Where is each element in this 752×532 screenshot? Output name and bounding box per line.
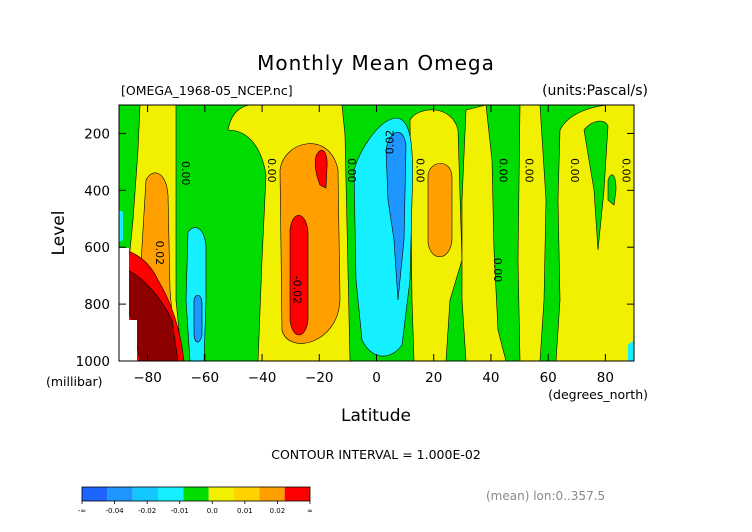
legend-label: -0.02 [138, 507, 156, 515]
legend-swatch [259, 487, 285, 501]
contour-yellow-north-east [555, 105, 634, 361]
y-tick-label: 400 [84, 183, 110, 199]
legend-swatch [132, 487, 158, 501]
x-tick-label: −20 [305, 370, 334, 386]
contour-label: 0.00 [179, 161, 192, 186]
legend-label: 0.02 [270, 507, 286, 515]
contour-label: 0.00 [265, 158, 278, 183]
contour-label: 0.00 [620, 158, 633, 183]
y-tick-label: 800 [84, 297, 110, 313]
y-axis-title: Level [49, 211, 69, 256]
y-axis: 200 400 600 800 1000 [76, 126, 634, 370]
contour-red-lower [289, 214, 309, 336]
x-axis-unit: (degrees_north) [548, 387, 648, 402]
color-legend: -∞ -0.04 -0.02 -0.01 0.0 0.01 0.02 ∞ [78, 486, 313, 515]
plot-area [119, 105, 634, 361]
contour-yellow-northern-band [517, 105, 547, 361]
contour-label: 0.00 [491, 258, 504, 283]
legend-swatch [183, 487, 209, 501]
x-tick-label: −40 [248, 370, 277, 386]
legend-swatch [107, 487, 133, 501]
legend-label: -0.04 [106, 507, 125, 515]
contour-cyan-edge-right [628, 340, 634, 361]
x-tick-label: 80 [597, 370, 614, 386]
legend-label: 0.01 [237, 507, 253, 515]
x-axis-title: Latitude [341, 406, 411, 426]
y-tick-label: 600 [84, 240, 110, 256]
legend-swatch [208, 487, 234, 501]
y-tick-label: 200 [84, 126, 110, 142]
x-tick-label: 20 [425, 370, 442, 386]
contour-orange-southern-mid [279, 143, 341, 344]
contour-interval-text: CONTOUR INTERVAL = 1.000E-02 [271, 447, 481, 462]
contour-label: 0.02 [384, 130, 397, 155]
contour-label: 0.02 [153, 241, 166, 266]
contour-label: 0.00 [345, 158, 358, 183]
contour-orange-equator [427, 163, 453, 258]
contour-labels: 0.02 0.00 0.00 0.00 0.02 0.00 0.00 0.00 0.00 0.00… [153, 130, 632, 304]
footnote: (mean) lon:0..357.5 [486, 489, 605, 503]
dataset-label: [OMEGA_1968-05_NCEP.nc] [121, 83, 293, 98]
contour-label: 0.00 [414, 158, 427, 183]
legend-swatch [82, 487, 108, 501]
contour-red-upper [314, 150, 328, 189]
x-tick-label: −80 [133, 370, 162, 386]
legend-swatch [234, 487, 260, 501]
contour-label: 0.00 [568, 158, 581, 183]
contour-darkred-south [124, 269, 179, 361]
legend-label: 0.0 [207, 507, 218, 515]
contour-label: -0.02 [291, 276, 304, 304]
contour-label: 0.00 [522, 158, 535, 183]
contour-green-north-inner [583, 120, 609, 251]
units-label: (units:Pascal/s) [542, 83, 648, 99]
missing-data-step [129, 320, 137, 361]
contour-blue-south [193, 294, 203, 343]
legend-label: ∞ [307, 507, 313, 515]
x-tick-label: 0 [372, 370, 381, 386]
contour-yellow-northern-mid [461, 105, 507, 361]
y-axis-unit: (millibar) [46, 374, 103, 389]
x-axis: −80 −60 −40 −20 0 20 40 60 80 [133, 105, 614, 386]
x-tick-label: 60 [540, 370, 557, 386]
x-tick-label: −60 [191, 370, 220, 386]
legend-label: -∞ [78, 507, 86, 515]
legend-label: -0.01 [171, 507, 189, 515]
contour-green-notch [607, 174, 617, 206]
legend-frame [81, 486, 311, 502]
contour-label: 0.00 [497, 158, 510, 183]
x-tick-label: 40 [482, 370, 499, 386]
contour-blue-equator [385, 131, 407, 301]
contour-cyan-edge-left [119, 210, 123, 242]
chart-title: Monthly Mean Omega [257, 51, 495, 75]
legend-swatch [158, 487, 184, 501]
y-tick-label: 1000 [76, 354, 110, 370]
legend-swatch [284, 487, 310, 501]
